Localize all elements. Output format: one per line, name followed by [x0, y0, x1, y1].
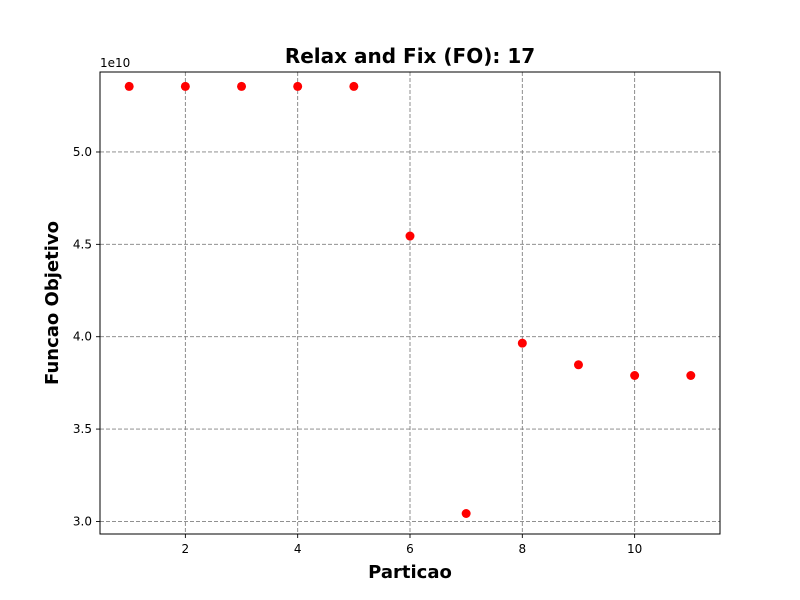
y-tick-label: 4.0	[73, 330, 92, 344]
data-point	[237, 81, 247, 91]
x-axis-label: Particao	[368, 562, 452, 583]
grid	[100, 72, 720, 534]
data-point	[461, 508, 471, 518]
x-tick-label: 10	[627, 542, 642, 556]
x-tick-label: 2	[182, 542, 190, 556]
y-tick-label: 4.5	[73, 237, 92, 251]
x-tick-label: 4	[294, 542, 302, 556]
data-point	[573, 360, 583, 370]
y-axis-label: Funcao Objetivo	[42, 221, 63, 385]
y-tick-label: 3.5	[73, 422, 92, 436]
data-point	[630, 371, 640, 381]
data-points	[124, 81, 696, 518]
x-tick-label: 8	[518, 542, 526, 556]
data-point	[180, 81, 190, 91]
data-point	[517, 338, 527, 348]
chart-title: Relax and Fix (FO): 17	[285, 44, 535, 68]
data-point	[293, 81, 303, 91]
axis-ticks: 2 4 6 8 10 3.0 3.5 4.0 4.5 5.0	[73, 145, 642, 556]
data-point	[124, 81, 134, 91]
y-tick-label: 5.0	[73, 145, 92, 159]
data-point	[405, 231, 415, 241]
y-tick-label: 3.0	[73, 514, 92, 528]
x-tick-label: 6	[406, 542, 414, 556]
data-point	[686, 371, 696, 381]
data-point	[349, 81, 359, 91]
y-axis-offset-label: 1e10	[100, 56, 130, 70]
plot-frame	[99, 71, 721, 535]
